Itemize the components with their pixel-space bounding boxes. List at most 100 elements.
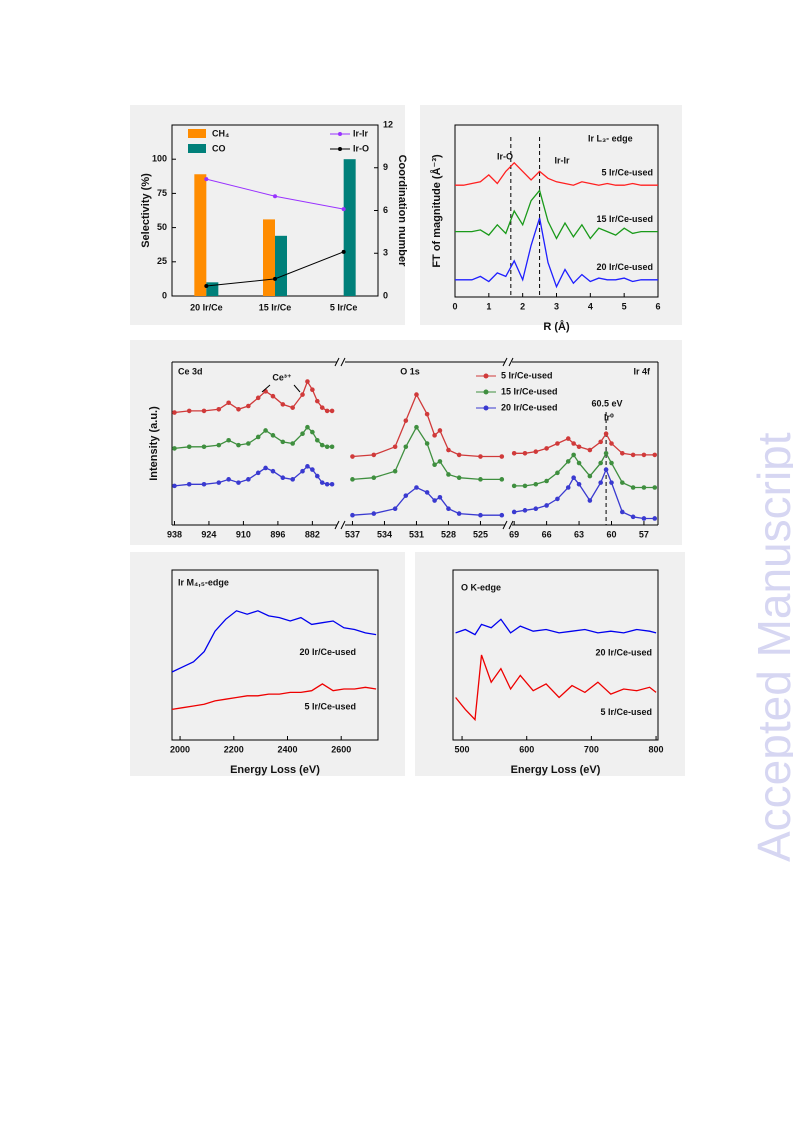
marker bbox=[201, 444, 207, 450]
marker bbox=[310, 467, 315, 472]
marker bbox=[270, 433, 276, 438]
line-point bbox=[273, 276, 277, 281]
axis-break bbox=[502, 357, 514, 367]
y2-axis-title: Coordination number bbox=[396, 155, 408, 268]
annotation: Ir⁰ bbox=[604, 412, 614, 422]
marker bbox=[555, 470, 560, 476]
marker bbox=[236, 480, 241, 485]
marker bbox=[310, 387, 315, 393]
marker bbox=[329, 481, 335, 487]
line-series bbox=[352, 486, 502, 516]
marker bbox=[305, 464, 310, 469]
marker bbox=[424, 411, 430, 417]
plot-frame bbox=[171, 569, 379, 741]
x-tick-label: 63 bbox=[574, 529, 584, 539]
marker bbox=[641, 452, 647, 458]
legend-marker bbox=[483, 373, 489, 379]
marker bbox=[290, 405, 295, 410]
marker bbox=[652, 485, 658, 490]
bar bbox=[343, 159, 356, 296]
axis-break bbox=[334, 520, 346, 530]
x-tick-label: 910 bbox=[236, 529, 251, 539]
marker bbox=[565, 459, 571, 464]
marker bbox=[392, 468, 398, 474]
marker bbox=[571, 475, 576, 481]
axis-break bbox=[502, 520, 514, 530]
line-series bbox=[514, 467, 655, 520]
y2-tick-label: 9 bbox=[383, 162, 388, 172]
marker bbox=[598, 460, 603, 466]
marker bbox=[499, 512, 505, 518]
series-label: 20 Ir/Ce-used bbox=[596, 262, 653, 272]
marker bbox=[456, 511, 462, 516]
marker bbox=[314, 437, 320, 443]
marker bbox=[305, 424, 310, 430]
x-tick-label: 525 bbox=[473, 529, 488, 539]
bar bbox=[194, 174, 207, 296]
x-tick-label: 528 bbox=[441, 529, 456, 539]
line-series bbox=[171, 610, 377, 673]
legend-label: CH₄ bbox=[212, 128, 229, 138]
annotation: Ir-Ir bbox=[554, 155, 570, 165]
marker bbox=[544, 503, 549, 508]
x-tick-label: 2200 bbox=[224, 744, 244, 754]
legend-marker bbox=[483, 405, 489, 411]
marker bbox=[246, 403, 251, 409]
marker bbox=[437, 459, 443, 464]
bar bbox=[263, 219, 275, 296]
marker bbox=[456, 475, 462, 481]
marker bbox=[300, 431, 305, 437]
marker bbox=[446, 506, 451, 512]
panel-bg bbox=[130, 552, 405, 776]
marker bbox=[603, 467, 609, 472]
x-tick-label: 20 Ir/Ce bbox=[190, 302, 223, 312]
line-point bbox=[341, 249, 346, 254]
marker bbox=[565, 485, 571, 490]
bar bbox=[275, 235, 287, 296]
y-tick-label: 50 bbox=[157, 222, 167, 232]
x-tick-label: 896 bbox=[270, 529, 285, 539]
line-series bbox=[352, 425, 502, 481]
x-tick-label: 2 bbox=[520, 301, 525, 311]
marker bbox=[310, 429, 315, 435]
marker bbox=[587, 473, 593, 479]
line-series bbox=[455, 217, 658, 289]
x-tick-label: 500 bbox=[455, 744, 470, 754]
line-series bbox=[352, 393, 502, 458]
marker bbox=[576, 444, 582, 450]
series-label: 5 Ir/Ce-used bbox=[600, 707, 652, 717]
legend-label: CO bbox=[212, 143, 226, 153]
marker bbox=[246, 441, 251, 446]
legend-marker bbox=[483, 389, 489, 395]
marker bbox=[329, 408, 335, 414]
y2-tick-label: 12 bbox=[383, 119, 393, 129]
line-series bbox=[514, 451, 655, 489]
marker bbox=[371, 475, 377, 481]
marker bbox=[598, 480, 603, 485]
marker bbox=[522, 483, 528, 489]
y-tick-label: 0 bbox=[162, 290, 167, 300]
x-tick-label: 531 bbox=[409, 529, 424, 539]
y-tick-label: 100 bbox=[152, 154, 167, 164]
marker bbox=[478, 477, 483, 482]
annotation: Ce³⁺ bbox=[272, 372, 292, 382]
marker bbox=[186, 408, 192, 414]
annotation: Ir 4f bbox=[633, 366, 651, 376]
marker bbox=[324, 481, 330, 487]
marker bbox=[172, 483, 177, 489]
annotation: 60.5 eV bbox=[591, 398, 622, 408]
legend-label: Ir-O bbox=[353, 143, 369, 153]
marker bbox=[533, 449, 539, 454]
x-tick-label: 3 bbox=[554, 301, 559, 311]
x-tick-label: 5 Ir/Ce bbox=[330, 302, 358, 312]
x-tick-label: 0 bbox=[452, 301, 457, 311]
y-axis-title: Selectivity (%) bbox=[140, 173, 152, 248]
annotation: O K-edge bbox=[461, 582, 501, 592]
marker bbox=[392, 444, 398, 450]
legend-label: 20 Ir/Ce-used bbox=[501, 402, 558, 412]
marker bbox=[226, 477, 231, 482]
marker bbox=[314, 473, 320, 479]
marker bbox=[620, 480, 625, 485]
